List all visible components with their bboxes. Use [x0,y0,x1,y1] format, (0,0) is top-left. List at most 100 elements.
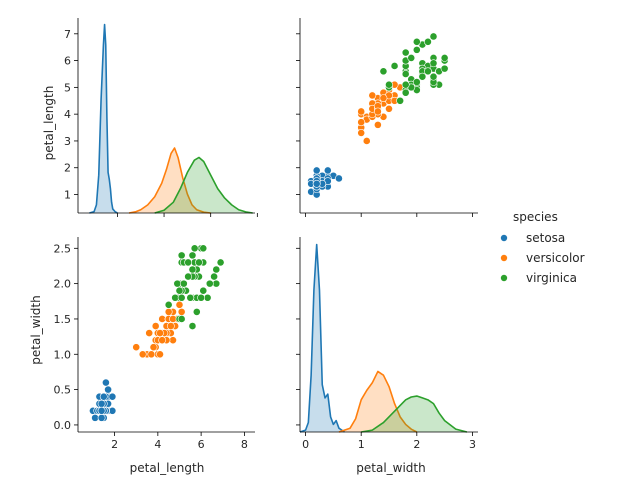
scatter-point-virginica [177,251,186,260]
scatter-point-versicolor [151,322,160,330]
panel-kde-petal-length: 1 2 3 4 5 6 7 [64,18,258,217]
x-tick-label: 4 [154,438,161,451]
y-tick-label: 5 [64,81,71,94]
scatter-point-versicolor [379,94,388,102]
panel-scatter-length-vs-width [296,18,478,217]
scatter-point-setosa [102,378,110,387]
scatter-point-virginica [199,244,208,253]
scatter-point-versicolor [175,300,184,309]
scatter-point-versicolor [138,350,147,359]
scatter-point-setosa [99,392,108,401]
scatter-point-versicolor [385,104,393,113]
kde-line-versicolor [128,147,211,214]
scatter-point-versicolor [164,307,173,316]
scatter-point-virginica [197,293,206,302]
y-tick-label: 1.5 [54,313,72,326]
legend: species setosa versicolor virginica [500,210,585,285]
scatter-point-virginica [424,37,432,46]
y-tick-label: 4 [64,108,71,121]
scatter-point-virginica [412,37,421,46]
scatter-point-virginica [173,279,182,288]
legend-entry-versicolor: versicolor [500,251,585,265]
scatter-point-virginica [171,293,180,302]
scatter-point-versicolor [373,107,382,116]
scatter-point-versicolor [158,336,167,345]
scatter-point-virginica [396,96,405,105]
scatter-point-versicolor [177,307,186,316]
scatter-point-virginica [186,293,195,302]
scatter-point-virginica [401,48,410,57]
scatter-point-virginica [195,258,203,267]
scatter-point-versicolor [357,129,366,137]
scatter-point-virginica [379,67,388,76]
scatter-point-versicolor [147,350,156,359]
scatter-point-virginica [190,244,199,253]
scatter-point-virginica [401,70,410,78]
scatter-point-virginica [184,258,193,267]
scatter-point-setosa [312,179,321,188]
scatter-point-virginica [429,59,438,68]
x-axis-label-petal-length: petal_length [130,461,205,475]
y-tick-label: 1 [64,189,71,202]
x-tick-label: 3 [469,438,476,451]
panel-kde-petal-width: 0 1 2 3 [296,237,478,451]
scatter-point-setosa [312,166,321,175]
scatter-point-virginica [429,32,438,41]
scatter-point-versicolor [149,343,158,352]
kde-fill-setosa [300,244,345,432]
scatter-point-setosa [335,174,343,183]
y-tick-label: 3 [64,135,71,148]
scatter-point-virginica [192,307,201,316]
y-axis-label-petal-length: petal_length [42,86,56,161]
kde-fill-virginica [154,157,253,213]
kde-line-versicolor [338,370,418,433]
legend-entry-setosa: setosa [500,231,565,245]
scatter-point-setosa [108,406,117,415]
scatter-point-versicolor [169,315,177,323]
scatter-point-virginica [184,272,193,281]
scatter-point-setosa [97,413,106,422]
x-tick-label: 0 [302,438,309,451]
scatter-point-setosa [91,413,99,422]
scatter-point-versicolor [373,120,382,129]
scatter-point-virginica [179,279,188,288]
scatter-point-virginica [385,80,393,89]
kde-line-setosa [299,243,345,433]
scatter-point-virginica [440,54,449,62]
scatter-point-versicolor [156,329,164,337]
scatter-point-virginica [212,265,221,274]
kde-fill-setosa [89,24,118,213]
scatter-point-versicolor [357,107,366,116]
scatter-point-virginica [188,251,197,260]
y-tick-label: 7 [64,28,71,41]
x-axis-label-petal-width: petal_width [356,461,425,475]
legend-label-versicolor: versicolor [526,251,585,265]
x-tick-label: 2 [413,438,420,451]
x-tick-label: 6 [198,438,205,451]
kde-fill-versicolor [129,148,211,213]
scatter-point-setosa [323,166,332,175]
scatter-point-versicolor [169,336,177,345]
scatter-point-virginica [212,279,221,288]
legend-label-setosa: setosa [526,231,565,245]
panel-scatter-width-vs-length: 0.0 0.5 1.0 1.5 2.0 2.5 2 4 6 8 [54,237,255,451]
scatter-point-virginica [440,64,449,73]
y-tick-label: 1.0 [54,348,72,361]
x-tick-label: 8 [241,438,248,451]
legend-marker-setosa [500,234,508,242]
kde-fill-virginica [361,396,467,432]
legend-entry-virginica: virginica [500,271,577,285]
kde-line-setosa [89,23,118,214]
y-tick-label: 0.5 [54,384,72,397]
y-tick-label: 2.0 [54,278,72,291]
y-tick-label: 2 [64,162,71,175]
kde-line-virginica [154,156,253,214]
scatter-point-virginica [199,286,208,295]
scatter-point-setosa [108,392,117,401]
y-tick-label: 6 [64,55,71,68]
y-axis-label-petal-width: petal_width [29,295,43,364]
scatter-point-versicolor [357,118,366,127]
scatter-point-virginica [424,67,432,76]
scatter-point-setosa [97,406,106,415]
